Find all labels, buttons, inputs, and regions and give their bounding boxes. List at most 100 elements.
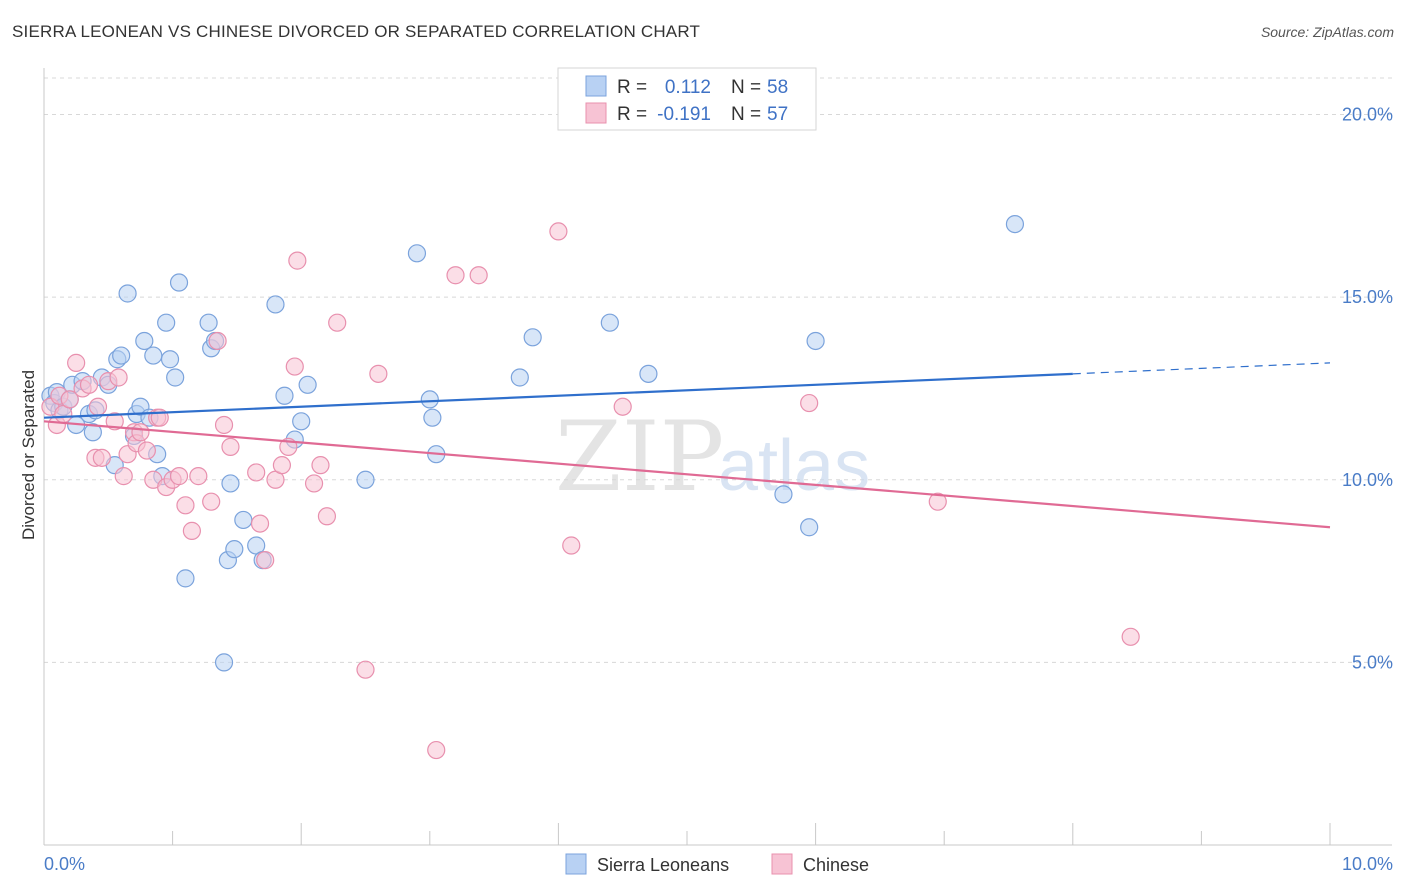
sierra-leonean-point: [135, 331, 154, 351]
sierra-leonean-point: [221, 474, 240, 493]
watermark-atlas: atlas: [718, 426, 870, 506]
series-legend: Sierra Leoneans Chinese: [565, 853, 869, 875]
chinese-point: [288, 251, 307, 270]
sierra-leonean-point: [144, 346, 163, 365]
chart-title: SIERRA LEONEAN VS CHINESE DIVORCED OR SE…: [12, 22, 701, 41]
sierra-leonean-point: [176, 569, 195, 588]
sierra-leonean-point: [160, 350, 180, 369]
legend-label-sierra-leoneans: Sierra Leoneans: [597, 855, 729, 875]
sierra-leonean-point: [266, 295, 285, 314]
correlation-legend: R = 0.112 N = 58 R = -0.191 N = 57: [557, 67, 817, 131]
grid-lines: [44, 77, 1392, 663]
sierra-leonean-point: [356, 470, 375, 489]
y-axis-label: Divorced or Separated: [19, 370, 38, 540]
chinese-point: [214, 415, 234, 435]
chinese-point: [311, 456, 330, 475]
sierra-leonean-point: [83, 423, 102, 442]
sierra-leonean-point: [600, 313, 619, 332]
source-label: Source: ZipAtlas.com: [1260, 24, 1394, 40]
x-tick-label: 10.0%: [1342, 854, 1393, 874]
sierra-leonean-point: [639, 364, 658, 383]
sierra-leonean-trend-extension: [1072, 362, 1331, 375]
sierra-leonean-point: [118, 284, 137, 303]
chinese-trend-line: [43, 420, 1331, 529]
chinese-point: [250, 514, 270, 533]
chinese-point: [427, 740, 446, 760]
sierra-leonean-point: [112, 346, 131, 365]
legend-r-label: R =: [617, 77, 647, 98]
chinese-point: [369, 364, 388, 383]
chinese-point: [469, 266, 488, 285]
y-tick-label: 5.0%: [1352, 652, 1393, 672]
legend-n-label: N =: [731, 77, 761, 98]
sierra-leonean-point: [298, 375, 317, 394]
legend-swatch-sierra-leoneans: [565, 853, 587, 875]
chinese-point: [67, 353, 86, 372]
sierra-leonean-point: [275, 386, 294, 405]
watermark-zip: ZIP: [555, 401, 724, 513]
legend-label-chinese: Chinese: [803, 855, 869, 875]
legend-n-value: 58: [767, 77, 788, 98]
chinese-point: [247, 463, 266, 482]
sierra-leonean-point: [166, 368, 185, 387]
sierra-leonean-point: [199, 313, 218, 332]
chinese-point: [356, 660, 375, 679]
tick-labels: 5.0% 10.0% 15.0% 20.0% 0.0% 10.0%: [44, 105, 1393, 874]
sierra-leonean-point: [806, 331, 825, 351]
chinese-point: [221, 437, 240, 456]
chinese-point: [176, 496, 195, 515]
trend-lines: [43, 362, 1331, 529]
chinese-point: [256, 551, 275, 570]
chinese-point: [208, 331, 227, 351]
legend-n-label: N =: [731, 104, 761, 125]
sierra-leonean-point: [407, 244, 427, 263]
chinese-point: [317, 507, 337, 526]
chinese-point: [328, 313, 347, 332]
chinese-point: [562, 536, 581, 555]
legend-r-value: -0.191: [657, 104, 711, 125]
chinese-point: [137, 441, 156, 460]
sierra-leonean-point: [214, 653, 234, 672]
y-tick-label: 15.0%: [1342, 287, 1393, 307]
sierra-leonean-point: [774, 485, 793, 504]
chinese-point: [189, 467, 208, 486]
legend-swatch-chinese: [771, 853, 793, 875]
chinese-point: [114, 467, 133, 486]
chinese-point: [109, 368, 128, 387]
chinese-point: [92, 448, 111, 467]
sierra-leonean-point: [169, 273, 189, 292]
chinese-point: [1121, 627, 1140, 646]
chinese-point: [131, 423, 150, 442]
chinese-point: [79, 375, 99, 394]
chinese-point: [88, 397, 108, 416]
legend-swatch-chinese: [585, 102, 607, 124]
sierra-leonean-point: [423, 408, 442, 427]
data-points: [41, 214, 1140, 760]
sierra-leonean-trend-line: [43, 372, 1073, 419]
sierra-leonean-point: [420, 390, 439, 409]
sierra-leonean-point: [292, 412, 311, 431]
legend-r-value: 0.112: [665, 77, 711, 98]
legend-n-value: 57: [767, 104, 788, 125]
chinese-point: [60, 390, 79, 409]
chinese-point: [272, 456, 292, 475]
chinese-point: [169, 467, 189, 486]
watermark: ZIP atlas: [555, 401, 870, 513]
sierra-leonean-point: [157, 313, 176, 332]
sierra-leonean-point: [800, 518, 819, 537]
chinese-point: [613, 397, 632, 416]
y-tick-label: 20.0%: [1342, 105, 1393, 125]
y-tick-label: 10.0%: [1342, 470, 1393, 490]
chinese-point: [285, 357, 304, 376]
sierra-leonean-point: [510, 368, 529, 387]
axes: [43, 68, 1392, 846]
chinese-point: [105, 412, 124, 431]
chinese-point: [202, 492, 221, 511]
x-tick-label: 0.0%: [44, 854, 85, 874]
sierra-leonean-point: [225, 540, 244, 559]
chinese-point: [800, 393, 819, 413]
chinese-point: [928, 492, 947, 511]
chinese-point: [446, 266, 465, 285]
sierra-leonean-point: [234, 510, 253, 530]
